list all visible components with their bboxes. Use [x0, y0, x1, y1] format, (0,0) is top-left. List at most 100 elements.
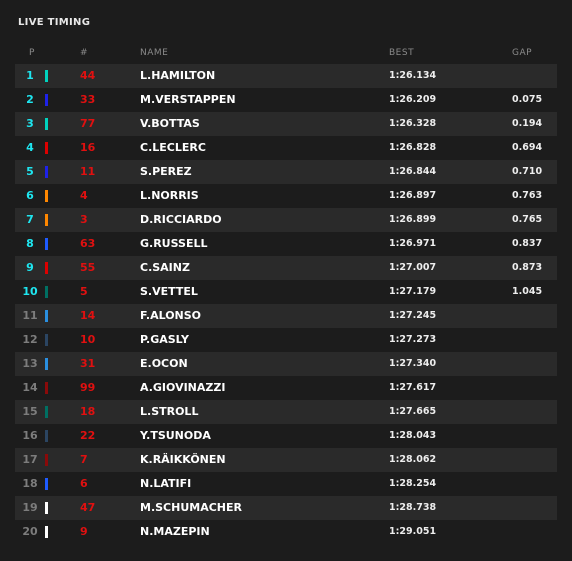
- timing-row: 8 63 G.RUSSELL 1:26.971 0.837: [15, 232, 557, 256]
- timing-row: 18 6 N.LATIFI 1:28.254: [15, 472, 557, 496]
- timing-row: 19 47 M.SCHUMACHER 1:28.738: [15, 496, 557, 520]
- gap: 0.873: [512, 262, 543, 273]
- position: 18: [22, 477, 38, 490]
- timing-row: 12 10 P.GASLY 1:27.273: [15, 328, 557, 352]
- car-number: 10: [80, 333, 96, 346]
- best-lap: 1:27.665: [389, 406, 437, 417]
- team-color-bar: [45, 358, 48, 370]
- timing-row: 1 44 L.HAMILTON 1:26.134: [15, 64, 557, 88]
- driver-name: E.OCON: [140, 357, 188, 370]
- car-number: 7: [80, 453, 88, 466]
- driver-name: M.VERSTAPPEN: [140, 93, 236, 106]
- page-title: LIVE TIMING: [18, 17, 91, 28]
- driver-name: V.BOTTAS: [140, 117, 200, 130]
- car-number: 47: [80, 501, 96, 514]
- driver-name: G.RUSSELL: [140, 237, 208, 250]
- position: 11: [22, 309, 38, 322]
- team-color-bar: [45, 238, 48, 250]
- car-number: 55: [80, 261, 96, 274]
- best-lap: 1:27.273: [389, 334, 437, 345]
- timing-row: 14 99 A.GIOVINAZZI 1:27.617: [15, 376, 557, 400]
- team-color-bar: [45, 430, 48, 442]
- team-color-bar: [45, 406, 48, 418]
- timing-row: 13 31 E.OCON 1:27.340: [15, 352, 557, 376]
- driver-name: N.LATIFI: [140, 477, 192, 490]
- car-number: 14: [80, 309, 96, 322]
- column-header: P: [29, 48, 35, 58]
- best-lap: 1:26.971: [389, 238, 437, 249]
- gap: 0.837: [512, 238, 543, 249]
- team-color-bar: [45, 262, 48, 274]
- driver-name: C.SAINZ: [140, 261, 190, 274]
- driver-name: A.GIOVINAZZI: [140, 381, 226, 394]
- team-color-bar: [45, 478, 48, 490]
- best-lap: 1:26.828: [389, 142, 437, 153]
- best-lap: 1:26.897: [389, 190, 437, 201]
- position: 3: [26, 117, 34, 130]
- column-header: NAME: [140, 48, 169, 58]
- position: 2: [26, 93, 34, 106]
- car-number: 11: [80, 165, 96, 178]
- driver-name: Y.TSUNODA: [140, 429, 211, 442]
- driver-name: L.STROLL: [140, 405, 199, 418]
- car-number: 18: [80, 405, 96, 418]
- best-lap: 1:26.134: [389, 70, 437, 81]
- team-color-bar: [45, 526, 48, 538]
- position: 19: [22, 501, 38, 514]
- position: 20: [22, 525, 38, 538]
- driver-name: S.VETTEL: [140, 285, 198, 298]
- driver-name: K.RÄIKKÖNEN: [140, 453, 226, 466]
- timing-row: 4 16 C.LECLERC 1:26.828 0.694: [15, 136, 557, 160]
- timing-row: 17 7 K.RÄIKKÖNEN 1:28.062: [15, 448, 557, 472]
- best-lap: 1:26.899: [389, 214, 437, 225]
- position: 10: [22, 285, 38, 298]
- team-color-bar: [45, 214, 48, 226]
- team-color-bar: [45, 286, 48, 298]
- gap: 1.045: [512, 286, 543, 297]
- best-lap: 1:27.340: [389, 358, 437, 369]
- gap: 0.765: [512, 214, 543, 225]
- team-color-bar: [45, 454, 48, 466]
- best-lap: 1:28.043: [389, 430, 437, 441]
- team-color-bar: [45, 190, 48, 202]
- best-lap: 1:26.844: [389, 166, 437, 177]
- driver-name: D.RICCIARDO: [140, 213, 222, 226]
- column-header: GAP: [512, 48, 533, 58]
- team-color-bar: [45, 502, 48, 514]
- position: 9: [26, 261, 34, 274]
- team-color-bar: [45, 70, 48, 82]
- timing-row: 7 3 D.RICCIARDO 1:26.899 0.765: [15, 208, 557, 232]
- position: 1: [26, 69, 34, 82]
- timing-row: 11 14 F.ALONSO 1:27.245: [15, 304, 557, 328]
- best-lap: 1:28.738: [389, 502, 437, 513]
- position: 8: [26, 237, 34, 250]
- timing-row: 10 5 S.VETTEL 1:27.179 1.045: [15, 280, 557, 304]
- team-color-bar: [45, 166, 48, 178]
- driver-name: S.PEREZ: [140, 165, 192, 178]
- team-color-bar: [45, 94, 48, 106]
- team-color-bar: [45, 334, 48, 346]
- position: 7: [26, 213, 34, 226]
- best-lap: 1:28.062: [389, 454, 437, 465]
- driver-name: C.LECLERC: [140, 141, 206, 154]
- gap: 0.763: [512, 190, 543, 201]
- best-lap: 1:27.245: [389, 310, 437, 321]
- best-lap: 1:27.179: [389, 286, 437, 297]
- car-number: 63: [80, 237, 96, 250]
- timing-row: 16 22 Y.TSUNODA 1:28.043: [15, 424, 557, 448]
- position: 15: [22, 405, 38, 418]
- gap: 0.194: [512, 118, 543, 129]
- best-lap: 1:26.209: [389, 94, 437, 105]
- best-lap: 1:29.051: [389, 526, 437, 537]
- timing-row: 5 11 S.PEREZ 1:26.844 0.710: [15, 160, 557, 184]
- team-color-bar: [45, 382, 48, 394]
- column-header: BEST: [389, 48, 415, 58]
- driver-name: F.ALONSO: [140, 309, 202, 322]
- car-number: 5: [80, 285, 88, 298]
- car-number: 77: [80, 117, 96, 130]
- position: 13: [22, 357, 38, 370]
- driver-name: M.SCHUMACHER: [140, 501, 242, 514]
- car-number: 33: [80, 93, 96, 106]
- position: 4: [26, 141, 34, 154]
